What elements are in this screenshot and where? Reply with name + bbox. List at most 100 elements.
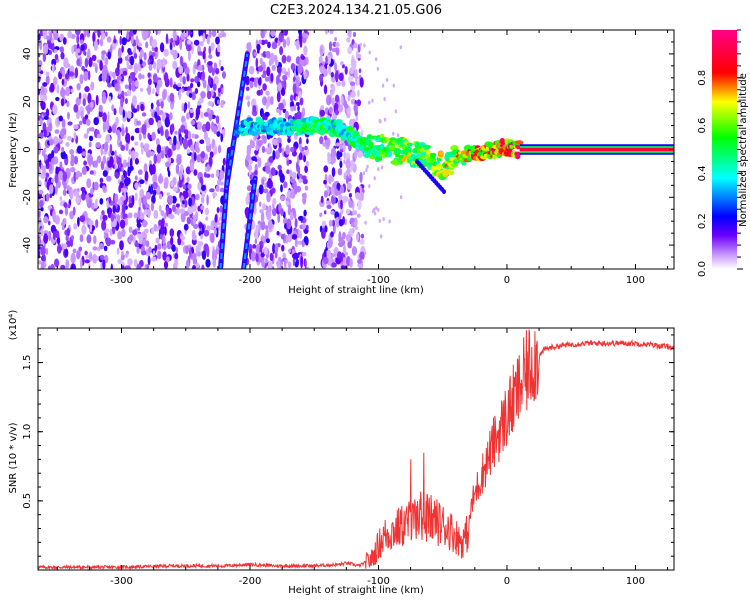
noise-speckle [60, 88, 66, 98]
noise-speckle [296, 39, 300, 50]
noise-speckle [158, 219, 162, 226]
noise-speckle [305, 160, 309, 167]
noise-speckle [171, 204, 177, 212]
noise-speckle [303, 236, 309, 244]
noise-speckle [354, 149, 358, 160]
noise-speckle [344, 196, 349, 202]
noise-speckle [83, 133, 89, 139]
noise-speckle [52, 42, 55, 53]
noise-speckle [305, 224, 309, 230]
noise-speckle [192, 265, 196, 269]
noise-speckle [143, 52, 147, 61]
noise-speckle [43, 96, 47, 101]
noise-speckle [96, 155, 102, 164]
noise-speckle [258, 78, 262, 86]
noise-speckle [55, 96, 60, 102]
noise-speckle [290, 146, 295, 153]
noise-speckle [84, 57, 89, 68]
noise-speckle [377, 208, 380, 212]
noise-speckle [319, 136, 324, 145]
noise-speckle [246, 192, 250, 202]
noise-speckle [43, 233, 49, 244]
noise-speckle [151, 131, 156, 141]
noise-speckle [339, 212, 342, 221]
noise-speckle [48, 161, 53, 172]
noise-speckle [349, 118, 355, 128]
noise-speckle [250, 251, 256, 262]
noise-speckle [286, 159, 290, 166]
noise-speckle [325, 200, 332, 205]
noise-speckle [130, 150, 136, 161]
noise-speckle [206, 90, 212, 100]
noise-speckle [208, 45, 212, 55]
noise-speckle [213, 125, 218, 135]
noise-speckle [78, 92, 82, 100]
noise-speckle [264, 182, 267, 189]
noise-speckle [138, 196, 142, 208]
ridge-cell [339, 124, 348, 129]
noise-speckle [95, 142, 101, 149]
noise-speckle [58, 170, 64, 181]
noise-speckle [373, 176, 376, 181]
noise-speckle [283, 79, 287, 91]
noise-speckle [341, 80, 346, 87]
noise-speckle [117, 30, 122, 34]
noise-speckle [42, 254, 46, 263]
noise-speckle [73, 124, 79, 130]
noise-speckle [43, 115, 49, 120]
noise-speckle [124, 98, 128, 105]
noise-speckle [267, 219, 273, 230]
noise-speckle [70, 235, 74, 241]
noise-speckle [252, 105, 257, 113]
noise-speckle [276, 66, 282, 74]
noise-speckle [76, 58, 81, 66]
noise-speckle [79, 215, 86, 223]
noise-speckle [301, 251, 307, 257]
noise-speckle [267, 41, 271, 49]
noise-speckle [93, 235, 97, 245]
ridge-cell [348, 127, 355, 132]
noise-speckle [92, 253, 98, 264]
x-tick-label: -200 [239, 275, 262, 286]
noise-speckle [99, 177, 104, 184]
noise-speckle [218, 144, 222, 154]
noise-speckle [152, 88, 155, 95]
noise-speckle [195, 110, 200, 119]
noise-speckle [43, 33, 47, 40]
noise-speckle [153, 61, 157, 70]
noise-speckle [128, 203, 134, 208]
noise-speckle [141, 250, 147, 256]
noise-speckle [59, 46, 65, 53]
noise-speckle [200, 196, 205, 204]
noise-speckle [254, 169, 258, 176]
noise-speckle [323, 210, 327, 215]
noise-speckle [125, 126, 128, 135]
noise-speckle [117, 230, 123, 240]
noise-speckle [105, 237, 112, 247]
noise-speckle [304, 259, 307, 269]
noise-speckle [76, 48, 81, 54]
noise-speckle [190, 82, 194, 89]
noise-speckle [245, 75, 250, 86]
noise-speckle [126, 89, 132, 97]
noise-speckle [43, 44, 49, 55]
noise-speckle [143, 147, 149, 153]
noise-speckle [263, 246, 268, 256]
noise-speckle [169, 112, 173, 121]
noise-speckle [163, 48, 169, 57]
spectrogram-x-ticks: -300 -200 -100 0 100 [56, 30, 669, 286]
noise-speckle [333, 102, 339, 111]
noise-speckle [336, 81, 342, 87]
noise-speckle [306, 138, 309, 145]
noise-speckle [328, 237, 333, 248]
noise-speckle [81, 151, 87, 157]
noise-speckle [100, 145, 104, 156]
noise-speckle [157, 120, 162, 128]
noise-speckle [270, 30, 276, 38]
noise-speckle [112, 205, 116, 214]
noise-speckle [337, 168, 343, 176]
noise-speckle [261, 178, 265, 186]
ridge-cell [442, 189, 446, 195]
noise-speckle [156, 84, 160, 95]
